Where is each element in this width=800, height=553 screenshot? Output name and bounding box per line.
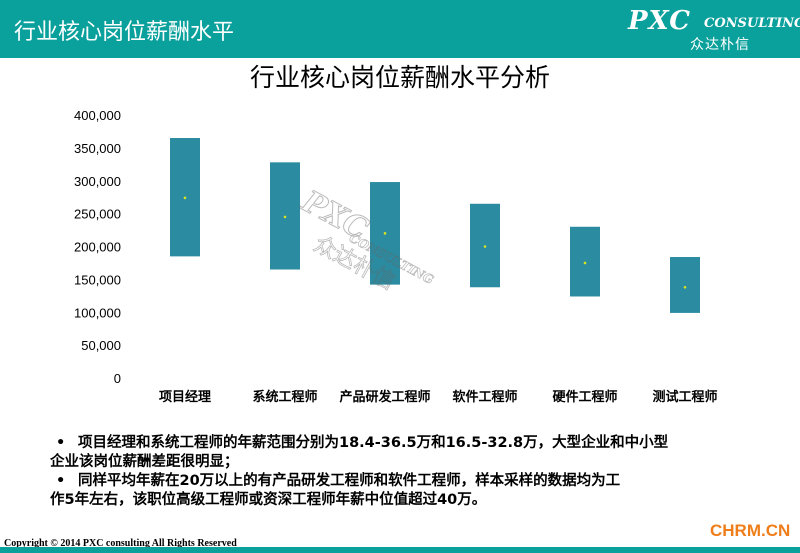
x-tick-label: 软件工程师 xyxy=(452,389,517,405)
bullet-dot: • xyxy=(56,435,66,451)
chart-title: 行业核心岗位薪酬水平分析 xyxy=(250,63,550,92)
note-item: • 同样平均年薪在20万以上的有产品研发工程师和软件工程师，样本采样的数据均为工… xyxy=(50,472,790,510)
median-point xyxy=(683,285,687,289)
y-tick-label: 0 xyxy=(114,371,121,386)
logo-pxc: PXC xyxy=(628,6,691,36)
y-tick-label: 150,000 xyxy=(74,272,121,287)
note-line: 项目经理和系统工程师的年薪范围分别为18.4-36.5万和16.5-32.8万，… xyxy=(78,435,669,451)
x-axis-labels: 项目经理 系统工程师 产品研发工程师 软件工程师 硬件工程师 测试工程师 xyxy=(159,389,718,405)
y-tick-label: 350,000 xyxy=(74,141,121,156)
y-tick-label: 300,000 xyxy=(74,174,121,189)
pxc-logo: PXC CONSULTING 众达朴信 xyxy=(628,6,800,53)
median-point xyxy=(183,196,187,200)
footer-bar xyxy=(0,547,800,553)
y-tick-label: 100,000 xyxy=(74,305,121,320)
y-tick-label: 400,000 xyxy=(74,108,121,123)
slide-title: 行业核心岗位薪酬水平 xyxy=(14,20,235,45)
y-tick-label: 50,000 xyxy=(81,338,121,353)
logo-chinese: 众达朴信 xyxy=(690,37,750,53)
y-tick-label: 250,000 xyxy=(74,207,121,222)
logo-consulting: CONSULTING xyxy=(704,16,800,31)
x-tick-label: 产品研发工程师 xyxy=(339,389,430,405)
median-point xyxy=(483,245,487,248)
x-tick-label: 系统工程师 xyxy=(252,389,317,405)
salary-range-chart: 行业核心岗位薪酬水平分析 0 50,000 100,000 150,000 200,00… xyxy=(74,63,718,405)
bullet-dot: • xyxy=(56,473,66,489)
range-bar xyxy=(570,226,600,297)
y-axis: 0 50,000 100,000 150,000 200,000 250,000 300,0… xyxy=(74,108,121,386)
chrm-brand: CHRM.CN xyxy=(710,521,791,540)
median-point xyxy=(283,215,287,219)
header-bar: 行业核心岗位薪酬水平 PXC CONSULTING 众达朴信 xyxy=(0,0,800,58)
y-tick-label: 200,000 xyxy=(74,240,121,255)
bars xyxy=(170,138,700,313)
note-item: • 项目经理和系统工程师的年薪范围分别为18.4-36.5万和16.5-32.8… xyxy=(50,434,790,472)
note-line: 同样平均年薪在20万以上的有产品研发工程师和软件工程师，样本采样的数据均为工 xyxy=(78,473,621,489)
watermark: PXC CONSULTING 众达朴信 xyxy=(295,183,436,295)
x-tick-label: 测试工程师 xyxy=(652,389,717,405)
notes-list: • 项目经理和系统工程师的年薪范围分别为18.4-36.5万和16.5-32.8… xyxy=(50,434,790,510)
median-point xyxy=(383,232,387,235)
range-bar xyxy=(670,257,700,313)
note-line: 作5年左右，该职位高级工程师或资深工程师年薪中位值超过40万。 xyxy=(50,492,487,508)
note-line: 企业该岗位薪酬差距很明显； xyxy=(50,454,239,470)
x-tick-label: 硬件工程师 xyxy=(552,389,617,405)
copyright: Copyright © 2014 PXC consulting All Righ… xyxy=(4,538,237,549)
x-tick-label: 项目经理 xyxy=(159,389,211,405)
median-point xyxy=(583,261,587,265)
